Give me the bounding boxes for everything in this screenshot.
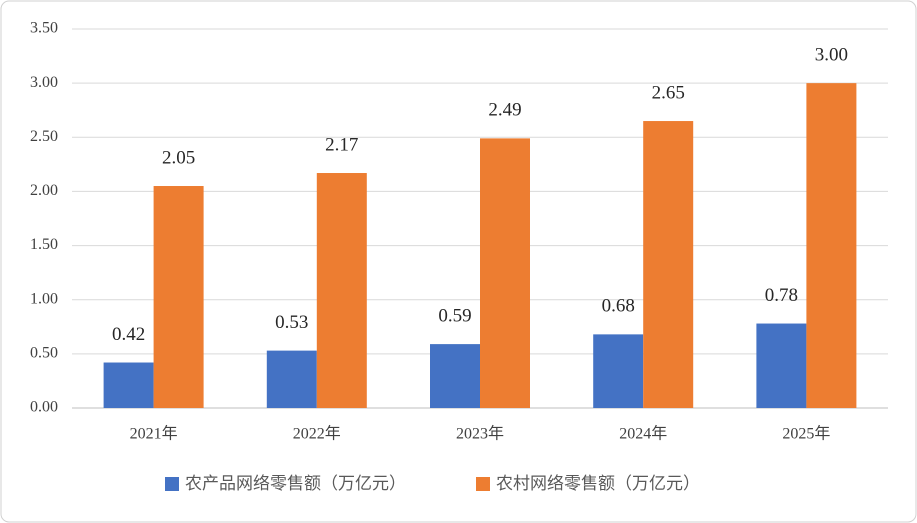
y-tick-label: 1.00 bbox=[30, 290, 58, 307]
bar bbox=[153, 186, 204, 408]
value-label: 0.68 bbox=[602, 296, 635, 317]
value-label: 0.53 bbox=[275, 312, 308, 333]
bar bbox=[103, 362, 154, 408]
bar bbox=[316, 173, 367, 408]
y-tick-label: 0.00 bbox=[30, 399, 58, 416]
y-tick-label: 2.50 bbox=[30, 128, 58, 145]
legend-swatch bbox=[165, 477, 179, 491]
bar bbox=[593, 334, 644, 408]
y-tick-label: 0.50 bbox=[30, 345, 58, 362]
legend-label: 农村网络零售额（万亿元） bbox=[496, 474, 700, 494]
x-tick-label: 2021年 bbox=[130, 425, 178, 443]
bar bbox=[806, 83, 857, 409]
value-label: 0.42 bbox=[112, 324, 145, 345]
x-tick-label: 2022年 bbox=[293, 425, 341, 443]
bar bbox=[430, 344, 480, 408]
value-label: 2.49 bbox=[488, 100, 521, 121]
y-tick-label: 3.50 bbox=[30, 20, 58, 37]
y-tick-label: 2.00 bbox=[30, 182, 58, 199]
bar bbox=[756, 323, 807, 408]
value-label: 2.17 bbox=[325, 134, 358, 155]
bar bbox=[266, 350, 317, 408]
value-label: 2.05 bbox=[162, 147, 195, 168]
x-tick-label: 2023年 bbox=[456, 425, 504, 443]
value-label: 0.78 bbox=[765, 285, 798, 306]
x-tick-label: 2024年 bbox=[619, 425, 667, 443]
legend-swatch bbox=[476, 477, 490, 491]
y-tick-label: 3.00 bbox=[30, 74, 58, 91]
value-label: 3.00 bbox=[815, 45, 848, 66]
value-label: 0.59 bbox=[438, 305, 471, 326]
legend-label: 农产品网络零售额（万亿元） bbox=[185, 474, 406, 494]
x-tick-label: 2025年 bbox=[782, 425, 830, 443]
value-label: 2.65 bbox=[652, 82, 685, 103]
y-tick-label: 1.50 bbox=[30, 236, 58, 253]
bar bbox=[480, 138, 530, 408]
bar bbox=[643, 121, 694, 409]
